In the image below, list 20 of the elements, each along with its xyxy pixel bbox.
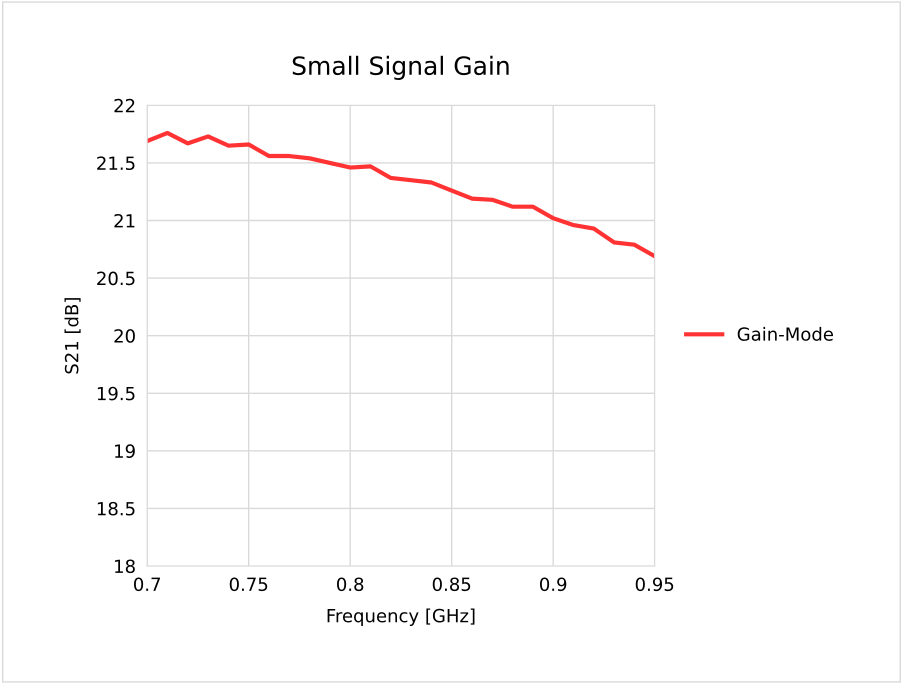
x-tick-label: 0.95 — [636, 577, 674, 592]
chart-title: Small Signal Gain — [292, 56, 509, 80]
x-tick-label: 0.9 — [540, 577, 566, 592]
y-tick-label: 20.5 — [97, 272, 134, 286]
y-axis-title: S21 [dB] — [64, 298, 81, 374]
y-tick-label: 18.5 — [98, 502, 134, 516]
y-tick-label: 21.5 — [97, 156, 134, 170]
x-tick-label: 0.8 — [337, 577, 364, 592]
legend-label: Gain-Mode — [738, 326, 833, 341]
y-tick-label: 21 — [114, 214, 134, 228]
y-tick-label: 18 — [115, 559, 135, 574]
x-axis-title: Frequency [GHz] — [328, 608, 474, 626]
y-tick-label: 19 — [115, 444, 135, 458]
x-tick-label: 0.75 — [230, 577, 268, 592]
x-tick-label: 0.7 — [134, 577, 160, 592]
x-tick-label: 0.85 — [432, 577, 470, 592]
y-tick-label: 20 — [114, 329, 135, 343]
line-series — [147, 130, 655, 258]
y-tick-label: 22 — [114, 98, 134, 112]
y-tick-label: 19.5 — [98, 386, 134, 400]
